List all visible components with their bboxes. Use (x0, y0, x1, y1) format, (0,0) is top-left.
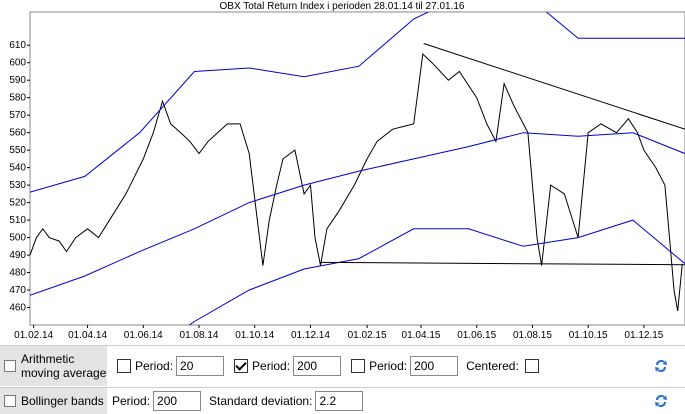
y-tick-label: 470 (9, 285, 26, 296)
y-tick-label: 600 (9, 58, 26, 69)
y-tick-label: 500 (9, 233, 26, 244)
period-input[interactable]: 200 (293, 356, 341, 376)
x-tick-label: 01.12.14 (291, 330, 330, 341)
y-tick-label: 610 (9, 40, 26, 51)
period-label: Period: (252, 359, 290, 373)
sd-input[interactable]: 2.2 (315, 391, 363, 411)
label-text: Bollinger bands (21, 394, 104, 408)
refresh-button[interactable] (653, 393, 669, 409)
y-tick-label: 550 (9, 145, 26, 156)
period-label: Period: (369, 359, 407, 373)
y-tick-label: 530 (9, 180, 26, 191)
y-tick-label: 540 (9, 163, 26, 174)
x-tick-label: 01.06.14 (124, 330, 163, 341)
x-tick-label: 01.02.15 (348, 330, 387, 341)
checkbox[interactable] (525, 359, 539, 373)
y-tick-label: 560 (9, 128, 26, 139)
x-tick-label: 01.08.14 (180, 330, 219, 341)
chart-title: OBX Total Return Index i perioden 28.01.… (220, 1, 465, 12)
x-tick-label: 01.10.14 (235, 330, 274, 341)
x-tick-label: 01.06.15 (457, 330, 496, 341)
y-tick-label: 460 (9, 303, 26, 314)
period-input[interactable]: 200 (410, 356, 458, 376)
x-tick-label: 01.04.14 (68, 330, 107, 341)
x-tick-label: 01.12.15 (624, 330, 663, 341)
label-line: Arithmetic (21, 352, 74, 366)
period-label: Period: (135, 359, 173, 373)
bollinger-label: Bollinger bands (0, 388, 107, 414)
sd-label: Standard deviation: (209, 394, 312, 408)
y-tick-label: 480 (9, 268, 26, 279)
period-input[interactable]: 200 (153, 391, 201, 411)
x-tick-label: 01.10.15 (569, 330, 608, 341)
chart: OBX Total Return Index i perioden 28.01.… (0, 0, 685, 345)
plot-area (30, 12, 685, 325)
refresh-button[interactable] (653, 358, 669, 374)
y-tick-label: 490 (9, 250, 26, 261)
y-tick-label: 570 (9, 110, 26, 121)
bollinger-row: Bollinger bands Period:200 Standard devi… (0, 387, 685, 414)
checkbox[interactable] (117, 359, 131, 373)
label-line: moving average (21, 366, 106, 380)
period-label: Period: (112, 394, 150, 408)
checkbox[interactable] (234, 359, 248, 373)
x-tick-label: 01.02.14 (14, 330, 53, 341)
y-tick-label: 510 (9, 215, 26, 226)
centered-label: Centered: (466, 359, 519, 373)
y-tick-label: 520 (9, 198, 26, 209)
x-tick-label: 01.08.15 (513, 330, 552, 341)
period-input[interactable]: 20 (176, 356, 224, 376)
x-tick-label: 01.04.15 (402, 330, 441, 341)
checkbox[interactable] (351, 359, 365, 373)
y-tick-label: 580 (9, 93, 26, 104)
y-tick-label: 590 (9, 75, 26, 86)
